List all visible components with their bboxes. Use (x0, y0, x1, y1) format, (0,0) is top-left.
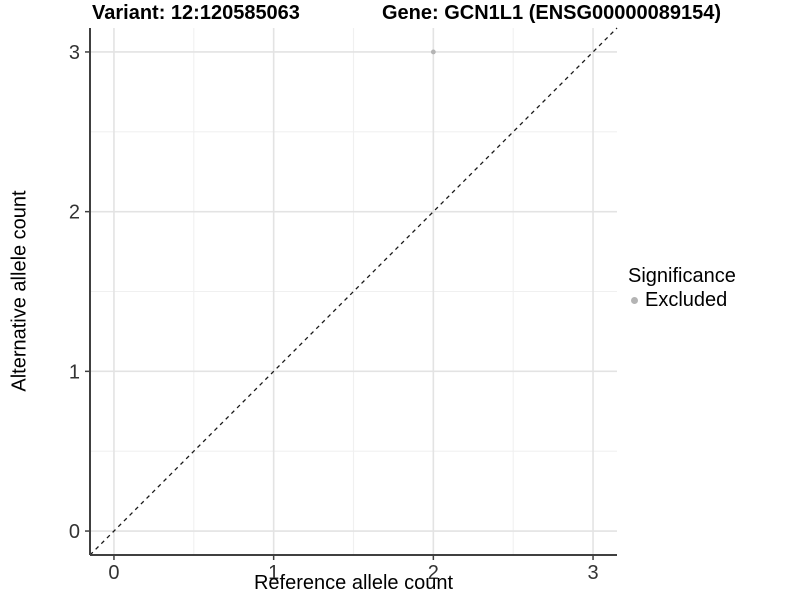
legend: Significance Excluded (628, 264, 736, 312)
gene-title: Gene: GCN1L1 (ENSG00000089154) (382, 2, 722, 24)
excluded-point-icon (631, 296, 638, 304)
y-tick-label: 1 (69, 361, 80, 383)
y-tick-label: 3 (69, 42, 80, 64)
legend-item-excluded: Excluded (628, 288, 736, 312)
legend-title: Significance (628, 265, 736, 287)
x-tick-label: 0 (108, 562, 119, 584)
x-tick-label: 1 (268, 562, 279, 584)
x-axis-title: Reference allele count (253, 572, 453, 594)
x-tick-label: 3 (587, 562, 598, 584)
y-tick-label: 2 (69, 202, 80, 224)
legend-item-label: Excluded (645, 289, 728, 311)
x-tick-label: 2 (428, 562, 439, 584)
data-point (430, 49, 436, 55)
y-axis-title: Alternative allele count (8, 190, 31, 392)
y-tick-label: 0 (69, 521, 80, 543)
variant-title: Variant: 12:120585063 (92, 2, 300, 24)
